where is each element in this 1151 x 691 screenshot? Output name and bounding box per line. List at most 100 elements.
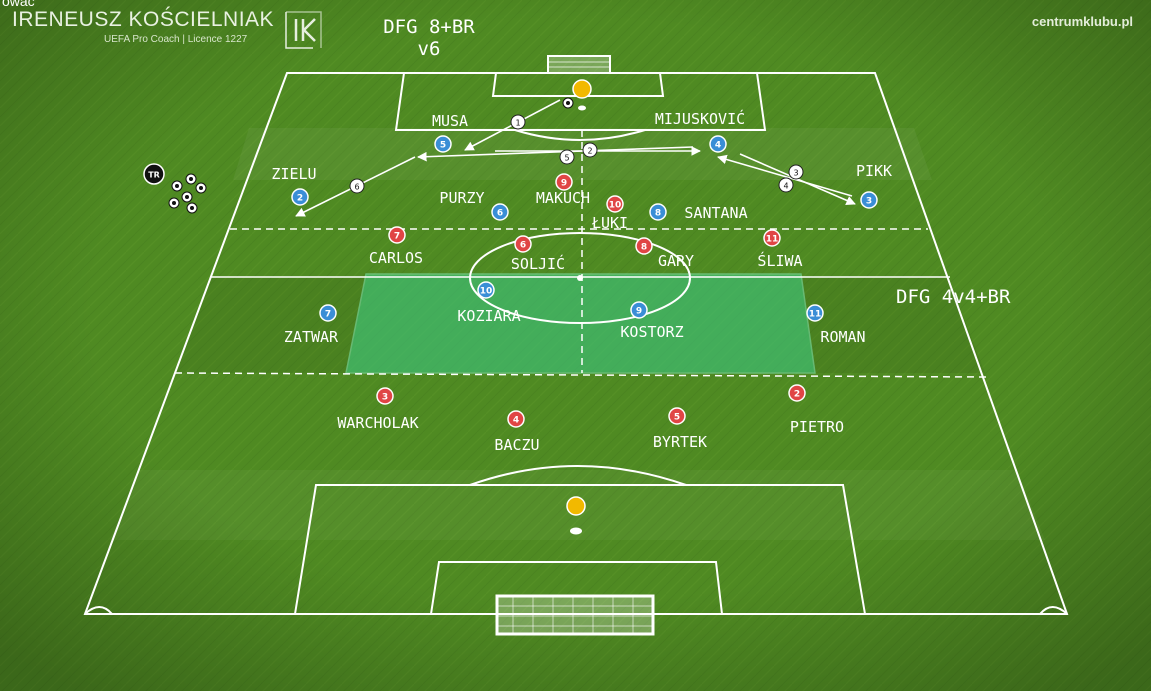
svg-text:11: 11 [809,310,822,320]
pass-step-4: 4 [778,177,794,193]
svg-text:2: 2 [297,194,303,204]
player-blue-8[interactable]: 8 SANTANA [649,203,748,222]
pitch-lines [83,72,1069,615]
svg-text:6: 6 [520,241,526,251]
bottom-penalty-arc [469,465,687,486]
svg-text:11: 11 [766,235,779,245]
svg-text:BYRTEK: BYRTEK [653,433,707,451]
svg-text:GARY: GARY [658,252,694,270]
svg-text:5: 5 [440,141,446,151]
top-penalty-arc [514,129,646,141]
pass-step-markers: 1 2 5 3 4 6 [349,114,804,194]
svg-text:6: 6 [497,209,503,219]
svg-text:TR: TR [148,171,160,180]
dashed-line [174,372,988,378]
zone-title: DFG 4v4+BR [896,286,1011,308]
player-red-11[interactable]: 11 ŚLIWA [757,229,803,270]
ball-pile-icon [168,173,207,214]
svg-text:8: 8 [641,243,647,253]
bottom-penalty-box [293,484,867,615]
svg-text:10: 10 [609,201,622,211]
player-red-9[interactable]: 9 MAKUCH [536,173,590,207]
bottom-goal [495,594,655,636]
drill-title-line-2: v6 [417,38,441,60]
coach-name: IRENEUSZ KOŚCIELNIAK [12,8,275,31]
svg-text:4: 4 [783,182,788,191]
bottom-goal-area [429,561,724,615]
pass-step-3: 3 [788,164,804,180]
svg-text:ZATWAR: ZATWAR [284,328,339,346]
player-blue-2[interactable]: 2 ZIELU [271,165,317,206]
svg-text:2: 2 [587,147,592,156]
player-blue-5[interactable]: 5 MUSA [432,112,468,153]
svg-text:1: 1 [515,119,520,128]
svg-text:9: 9 [561,179,567,189]
cropped-top-text: ować [2,0,35,9]
coach-logo-icon [285,11,322,49]
svg-text:7: 7 [325,310,331,320]
svg-text:ZIELU: ZIELU [271,165,316,183]
dashed-lines [174,130,988,378]
player-red-7[interactable]: 7 CARLOS [369,226,423,267]
goalkeeper-top[interactable] [572,79,592,99]
svg-text:7: 7 [394,232,400,242]
pass-step-5: 5 [559,149,575,165]
svg-text:5: 5 [564,154,569,163]
svg-text:SANTANA: SANTANA [684,204,747,222]
svg-text:2: 2 [794,390,800,400]
svg-text:9: 9 [636,307,642,317]
top-goal [547,55,611,74]
player-red-6[interactable]: 6 SOLJIĆ [511,235,565,273]
trainer-badge: TR [143,163,165,185]
svg-text:CARLOS: CARLOS [369,249,423,267]
svg-text:4: 4 [715,141,721,151]
svg-text:5: 5 [674,413,680,423]
ball-icon [562,97,574,109]
svg-text:MIJUSKOVIĆ: MIJUSKOVIĆ [655,109,745,128]
svg-text:BACZU: BACZU [494,436,539,454]
site-watermark: centrumklubu.pl [1031,14,1133,29]
center-spot [577,275,583,281]
corner-arc [84,606,113,615]
svg-text:PURZY: PURZY [439,189,484,207]
svg-text:ŚLIWA: ŚLIWA [757,251,802,270]
svg-text:8: 8 [655,209,661,219]
player-red-4[interactable]: 4 BACZU [494,410,540,454]
player-red-5[interactable]: 5 BYRTEK [653,407,707,451]
player-blue-4[interactable]: 4 MIJUSKOVIĆ [655,109,745,153]
svg-text:SOLJIĆ: SOLJIĆ [511,254,565,273]
player-blue-7[interactable]: 7 ZATWAR [284,304,339,346]
svg-text:MAKUCH: MAKUCH [536,189,590,207]
svg-text:4: 4 [513,416,519,426]
player-red-10[interactable]: 10 ŁUKI [591,195,628,232]
player-blue-6[interactable]: 6 PURZY [439,189,509,221]
player-blue-11[interactable]: 11 ROMAN [806,304,866,346]
player-blue-3[interactable]: 3 PIKK [856,162,892,209]
coach-subtitle: UEFA Pro Coach | Licence 1227 [104,34,248,45]
goalkeeper-bottom[interactable] [566,496,586,516]
center-circle [469,232,691,324]
svg-text:PIETRO: PIETRO [790,418,844,436]
svg-text:3: 3 [793,169,798,178]
pass-arrow [417,146,694,162]
svg-text:6: 6 [354,183,359,192]
penalty-spot [570,527,582,535]
corner-arc [1039,606,1068,615]
coach-header: IRENEUSZ KOŚCIELNIAK UEFA Pro Coach | Li… [12,8,274,45]
blue-team: 5 MUSA 4 MIJUSKOVIĆ 2 ZIELU 3 PIKK 6 PUR… [271,109,892,346]
player-red-3[interactable]: 3 WARCHOLAK [337,387,419,432]
player-red-8[interactable]: 8 GARY [635,237,694,270]
svg-text:3: 3 [866,197,872,207]
player-blue-10[interactable]: 10 KOZIARA [457,281,521,325]
svg-text:10: 10 [480,287,493,297]
svg-text:KOZIARA: KOZIARA [457,307,520,325]
player-red-2[interactable]: 2 PIETRO [788,384,844,436]
pass-step-1: 1 [510,114,526,130]
pass-step-6: 6 [349,178,365,194]
svg-text:ŁUKI: ŁUKI [591,214,628,232]
player-blue-9[interactable]: 9 KOSTORZ [620,301,684,341]
svg-text:WARCHOLAK: WARCHOLAK [337,414,418,432]
svg-text:KOSTORZ: KOSTORZ [620,323,683,341]
